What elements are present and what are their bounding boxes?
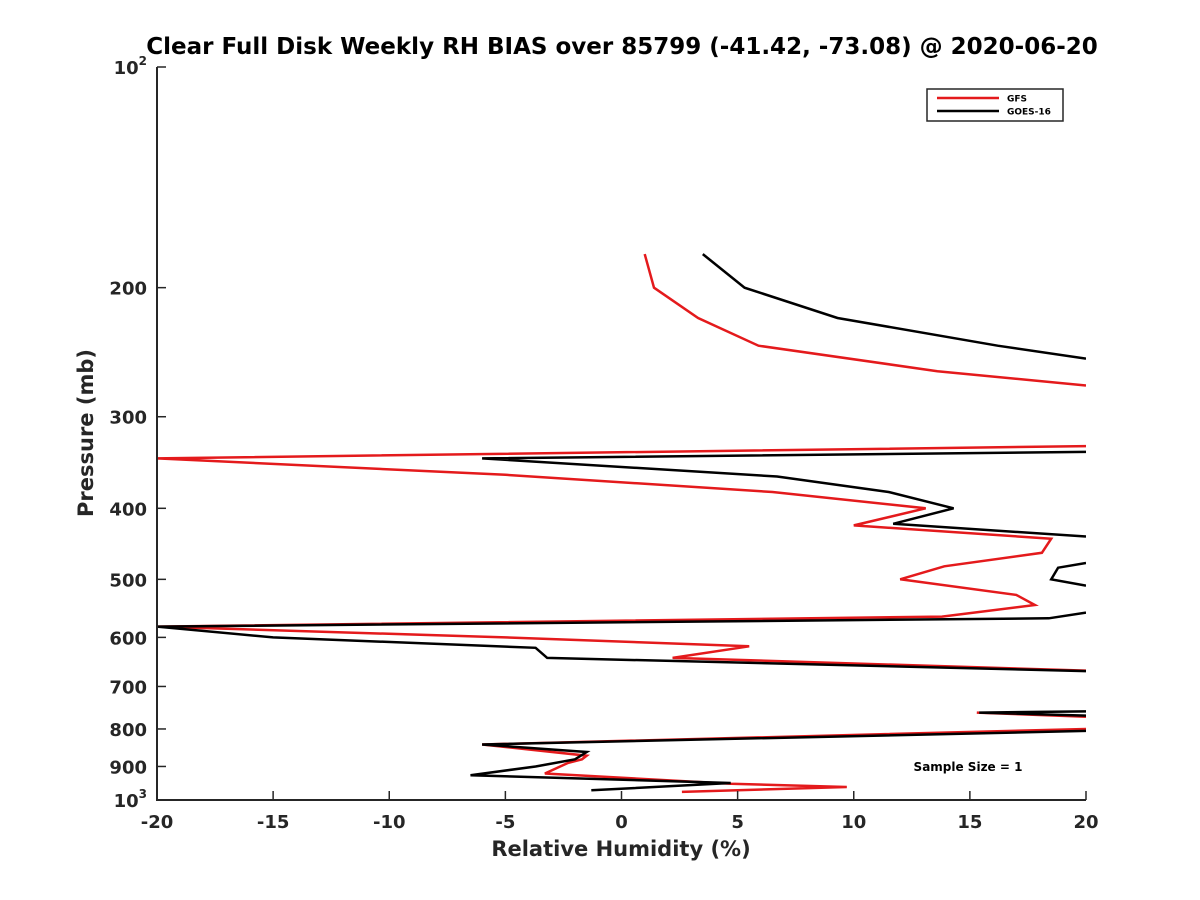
series-goes-16-line-segment-3 — [1049, 561, 1086, 587]
x-tick-label: -15 — [257, 812, 290, 833]
x-tick-label: 20 — [1073, 812, 1098, 833]
x-tick-label: 10 — [841, 812, 866, 833]
y-tick-label: 900 — [109, 757, 147, 778]
series-goes-16-line-segment-5 — [979, 710, 1086, 717]
series-goes-16-line-segment-6 — [470, 729, 1086, 792]
y-axis-label: Pressure (mb) — [74, 349, 98, 517]
y-tick-label: 200 — [109, 279, 147, 300]
y-tick-label: 400 — [109, 499, 147, 520]
series-goes-16-line-segment-2 — [482, 450, 1086, 538]
y-axis-ticks: 102 200 300 400 500 600 700 800 900 103 — [109, 54, 166, 812]
legend: GFS GOES-16 — [926, 88, 1064, 122]
y-tick-label: 103 — [114, 787, 147, 812]
y-tick-label: 102 — [114, 54, 147, 79]
x-tick-label: 5 — [731, 812, 744, 833]
y-tick-label: 500 — [109, 570, 147, 591]
y-tick-label: 600 — [109, 628, 147, 649]
chart-title: Clear Full Disk Weekly RH BIAS over 8579… — [146, 34, 1098, 60]
series-gfs-line-segment-2 — [157, 444, 1086, 672]
x-tick-label: -20 — [141, 812, 174, 833]
x-axis-label: Relative Humidity (%) — [491, 837, 750, 861]
x-tick-label: -5 — [495, 812, 515, 833]
y-tick-label: 800 — [109, 720, 147, 741]
plot-lines — [157, 253, 1086, 794]
x-tick-label: 0 — [615, 812, 628, 833]
legend-box — [926, 88, 1064, 122]
series-goes-16-line-segment-1 — [702, 253, 1086, 360]
x-axis-ticks: -20 -15 -10 -5 0 5 10 15 20 — [141, 791, 1099, 833]
legend-label-gfs: GFS — [1007, 95, 1027, 105]
y-tick-label: 700 — [109, 677, 147, 698]
sample-size-annotation: Sample Size = 1 — [914, 760, 1023, 774]
x-tick-label: -10 — [373, 812, 406, 833]
series-goes-16-line-segment-4 — [157, 611, 1086, 673]
series-gfs-line-segment-1 — [643, 253, 1086, 387]
axes — [156, 67, 1086, 801]
x-tick-label: 15 — [957, 812, 982, 833]
y-tick-label: 300 — [109, 408, 147, 429]
axis-frame — [156, 67, 1086, 801]
legend-label-goes-16: GOES-16 — [1007, 108, 1051, 118]
